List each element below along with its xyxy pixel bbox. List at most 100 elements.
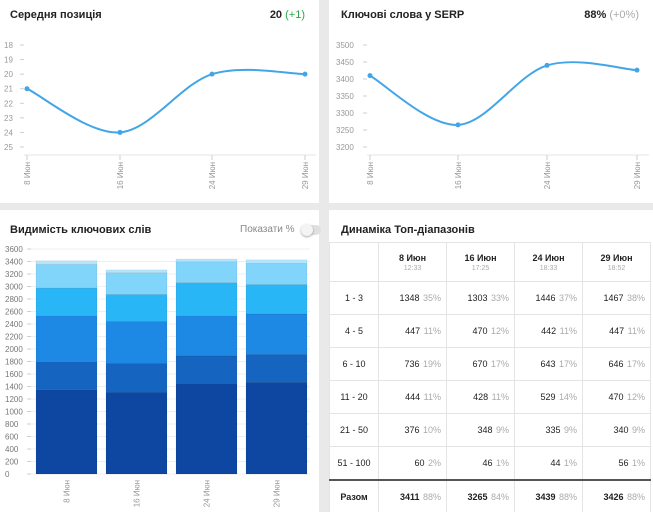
y-tick-label: 18 [4, 41, 13, 50]
column-date: 8 Июн [398, 252, 427, 263]
cell-percent: 35% [422, 293, 441, 303]
dynamics-title: Динаміка Топ-діапазонів [341, 224, 475, 236]
cell-count: 442 [541, 326, 557, 336]
date-column-header[interactable]: 24 Июн 18:33 [514, 242, 583, 282]
column-date: 16 Июн [464, 252, 497, 263]
cell-percent: 17% [626, 359, 645, 369]
cell-count: 46 [482, 458, 493, 468]
keywords-serp-chart: 3500 3450 3400 3350 3300 3250 3200 8 Июн 16 Июн 2… [336, 41, 649, 189]
column-time: 12:33 [403, 264, 422, 272]
stacked-bar-segment [175, 383, 238, 475]
cell-percent: 12% [626, 392, 645, 402]
y-tick-label: 400 [5, 445, 19, 454]
show-percent-toggle[interactable] [300, 223, 321, 236]
avg-position-title: Середня позиція [10, 9, 102, 21]
cell-percent: 19% [422, 359, 441, 369]
cell-percent: 14% [558, 392, 577, 402]
table-cell: 60 2% [378, 446, 447, 481]
stacked-bar-segment [105, 294, 168, 322]
table-cell: 1446 37% [514, 281, 583, 315]
column-time: 18:33 [539, 264, 558, 272]
date-column-header[interactable]: 16 Июн 17:25 [446, 242, 515, 282]
range-label: 4 - 5 [329, 314, 379, 348]
cell-count: 56 [618, 458, 629, 468]
cell-count: 470 [472, 326, 488, 336]
cell-count: 1467 [603, 293, 624, 303]
stacked-bar-segment [35, 260, 98, 265]
keywords-serp-card: Ключові слова у SERP 88% (+0%) 3500 3450 3… [329, 0, 653, 203]
x-tick-label: 8 Июн [23, 162, 32, 185]
cell-count: 670 [472, 359, 488, 369]
cell-percent: 11% [559, 326, 577, 336]
avg-position-value: 20 (+1) [270, 9, 305, 21]
table-cell: 1348 35% [378, 281, 447, 315]
column-date: 24 Июн [532, 252, 565, 263]
x-tick-label: 24 Июн [203, 480, 212, 507]
toggle-knob[interactable] [300, 223, 313, 236]
cell-count: 1348 [399, 293, 420, 303]
table-cell: 470 12% [582, 380, 651, 414]
y-tick-label: 0 [5, 470, 10, 479]
cell-percent: 11% [423, 326, 441, 336]
cell-count: 3426 [603, 492, 624, 502]
stacked-bar-segment [105, 392, 168, 475]
stacked-bar-segment [35, 361, 98, 390]
cell-count: 376 [404, 425, 420, 435]
x-tick-label: 16 Июн [133, 480, 142, 507]
table-cell: 670 17% [446, 347, 515, 381]
cell-count: 447 [609, 326, 625, 336]
series-line [26, 68, 306, 134]
y-tick-label: 1400 [5, 383, 23, 392]
data-point [24, 86, 30, 92]
cell-percent: 33% [490, 293, 509, 303]
visibility-chart: 0 200 400 600 800 1000 1200 1400 1600 1800 2000 220… [5, 245, 310, 507]
y-tick-label: 1800 [5, 358, 23, 367]
table-cell: 1467 38% [582, 281, 651, 315]
cell-percent: 84% [490, 492, 509, 502]
y-tick-label: 3250 [336, 126, 354, 135]
table-cell: 340 9% [582, 413, 651, 447]
stacked-bar-segment [245, 313, 308, 355]
range-column-header [329, 242, 379, 282]
table-cell: 3265 84% [446, 479, 515, 512]
table-cell: 428 11% [446, 380, 515, 414]
table-cell: 529 14% [514, 380, 583, 414]
y-tick-label: 3400 [336, 75, 354, 84]
table-cell: 442 11% [514, 314, 583, 348]
cell-count: 3411 [399, 492, 420, 502]
date-column-header[interactable]: 29 Июн 18:52 [582, 242, 651, 282]
cell-count: 428 [473, 392, 489, 402]
table-cell: 376 10% [378, 413, 447, 447]
cell-percent: 1% [563, 458, 577, 468]
cell-count: 470 [608, 392, 624, 402]
cell-percent: 11% [627, 326, 645, 336]
y-tick-label: 2400 [5, 320, 23, 329]
column-date: 29 Июн [600, 252, 633, 263]
table-cell: 444 11% [378, 380, 447, 414]
column-time: 17:25 [471, 264, 490, 272]
y-tick-label: 600 [5, 433, 19, 442]
table-row: 6 - 10 736 19% 670 17% 643 17% 646 17% [329, 347, 651, 381]
dynamics-header-row: 8 Июн 12:33 16 Июн 17:25 24 Июн 18:33 29 Июн 18… [329, 242, 651, 282]
stacked-bar-segment [175, 258, 238, 263]
y-tick-label: 19 [4, 56, 13, 65]
cell-count: 348 [477, 425, 493, 435]
table-cell: 1303 33% [446, 281, 515, 315]
y-tick-label: 3200 [5, 270, 23, 279]
y-tick-label: 3500 [336, 41, 354, 50]
show-percent-toggle-group[interactable]: Показати % [240, 223, 321, 236]
table-cell: 348 9% [446, 413, 515, 447]
keywords-serp-value: 88% (+0%) [584, 9, 639, 21]
y-tick-label: 22 [4, 99, 13, 108]
table-row: 21 - 50 376 10% 348 9% 335 9% 340 9% [329, 413, 651, 447]
table-cell: 44 1% [514, 446, 583, 481]
date-column-header[interactable]: 8 Июн 12:33 [378, 242, 447, 282]
cell-count: 3265 [467, 492, 488, 502]
cell-count: 529 [540, 392, 556, 402]
table-cell: 56 1% [582, 446, 651, 481]
stacked-bar-segment [245, 284, 308, 315]
y-tick-label: 3400 [5, 258, 23, 267]
x-tick-label: 8 Июн [63, 480, 72, 503]
data-point [367, 73, 373, 79]
cell-percent: 11% [423, 392, 441, 402]
